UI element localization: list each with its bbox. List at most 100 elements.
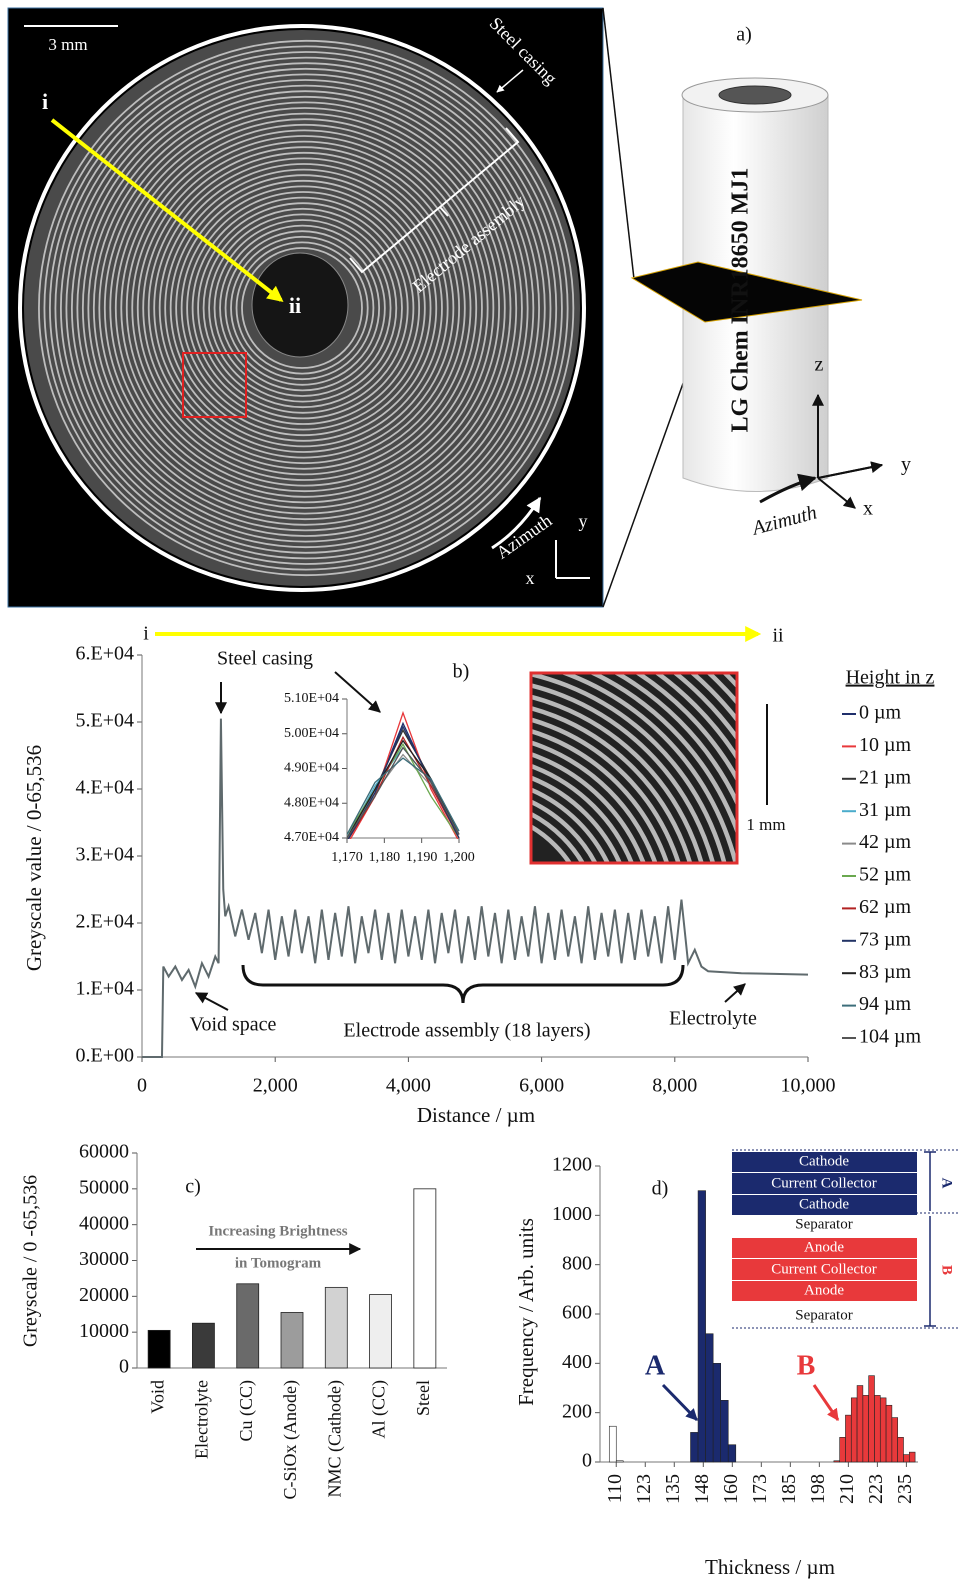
electrode-ring <box>208 213 398 403</box>
layer-schematic: Cathode Current Collector Cathode Separa… <box>732 1149 958 1329</box>
panel-label: c) <box>185 1176 201 1198</box>
electrode-ring <box>49 51 563 565</box>
legend-label: 83 µm <box>859 961 912 983</box>
x-tick-label: 1,170 <box>331 850 363 865</box>
annotation: Void space <box>190 1014 277 1036</box>
profile-end: ii <box>289 293 301 318</box>
layer <box>732 1195 917 1215</box>
legend-label: 0 µm <box>859 702 902 724</box>
y-tick-label: 5.10E+04 <box>284 691 339 706</box>
histogram-bar <box>885 1404 893 1463</box>
legend-label: 31 µm <box>859 799 912 821</box>
electrode-ring <box>92 95 518 521</box>
y-tick-label: 800 <box>562 1252 592 1274</box>
layer-label: Cathode <box>799 1196 849 1212</box>
electrode-ring <box>38 39 575 577</box>
x-tick-label: 2,000 <box>253 1075 298 1097</box>
x-tick-label: 1,200 <box>443 850 475 865</box>
y-tick-label: 30000 <box>79 1248 129 1270</box>
zoom-image <box>531 673 737 863</box>
histogram-bar <box>839 1437 846 1463</box>
electrode-bracket <box>349 127 520 274</box>
y-tick-label: 50000 <box>79 1176 129 1198</box>
series-label: A <box>645 1350 666 1381</box>
panel-label: b) <box>453 661 470 683</box>
electrode-ring <box>114 118 495 498</box>
layer-label: Anode <box>804 1282 844 1298</box>
layer <box>732 1281 917 1301</box>
electrode-ring <box>197 202 409 414</box>
legend-label: 21 µm <box>859 766 912 788</box>
histogram-bar <box>697 1190 706 1463</box>
x-tick-label: 185 <box>778 1474 800 1504</box>
electrode-ring <box>224 230 381 386</box>
x-tick-label: 110 <box>604 1474 626 1503</box>
axis-y-label: y <box>579 511 588 531</box>
y-axis-title: Frequency / Arb. units <box>514 1218 538 1406</box>
cell-axis-y-label: y <box>901 454 911 476</box>
electrode-ring <box>120 123 489 493</box>
zoom-region <box>182 352 247 418</box>
tomogram-frame <box>7 7 604 608</box>
x-tick-label: Al (CC) <box>369 1380 390 1439</box>
histogram-bar <box>908 1451 916 1463</box>
y-tick-label: 6.E+04 <box>76 643 135 665</box>
line <box>347 735 460 839</box>
x-tick-label: 8,000 <box>652 1075 697 1097</box>
y-axis-title: Greyscale / 0 -65,536 <box>20 1175 42 1347</box>
annotation: Steel casing <box>217 648 313 670</box>
electrode-ring <box>202 207 403 409</box>
zoom-frame <box>529 671 739 865</box>
annotation: in Tomogram <box>235 1255 322 1271</box>
electrode-ring <box>153 157 455 459</box>
cell-azimuth-label: Azimuth <box>748 502 819 541</box>
y-tick-label: 4.80E+04 <box>284 795 339 810</box>
azimuth-arrow <box>491 496 542 550</box>
electrode-ring <box>76 79 535 537</box>
histogram-bar <box>608 1425 617 1463</box>
y-tick-label: 10000 <box>79 1320 129 1342</box>
profile-end: ii <box>772 625 784 647</box>
x-tick-label: NMC (Cathode) <box>324 1380 345 1497</box>
histogram-bar <box>856 1385 864 1463</box>
layer-bracket <box>924 1151 936 1327</box>
electrode-ring <box>87 90 523 526</box>
histogram-bar <box>850 1397 858 1463</box>
histogram-bar <box>897 1437 904 1463</box>
histogram-bar <box>615 1460 624 1463</box>
histogram-bar <box>868 1375 875 1463</box>
y-axis-title: Greyscale value / 0-65,536 <box>22 745 46 971</box>
cell-axis-z-label: z <box>815 354 824 376</box>
line <box>347 746 460 839</box>
electrode-ring <box>158 163 449 453</box>
electrode-ring <box>59 62 552 554</box>
series-arrow <box>661 1383 699 1422</box>
electrode-ring <box>241 247 363 369</box>
x-tick-label: 4,000 <box>386 1075 431 1097</box>
histogram-bar <box>879 1397 887 1463</box>
legend-label: 62 µm <box>859 896 912 918</box>
y-tick-label: 4.90E+04 <box>284 761 339 776</box>
electrode-ring <box>147 151 461 465</box>
y-tick-label: 20000 <box>79 1284 129 1306</box>
bar <box>324 1286 348 1369</box>
electrode-ring <box>213 219 392 397</box>
electrode-ring <box>98 101 512 515</box>
x-axis-title: Thickness / µm <box>705 1555 835 1579</box>
y-tick-label: 1000 <box>552 1203 592 1225</box>
x-tick-label: 173 <box>749 1474 771 1504</box>
legend-label: 42 µm <box>859 831 912 853</box>
x-tick-label: 198 <box>807 1474 829 1504</box>
plot-area <box>142 718 809 1058</box>
x-tick-label: 148 <box>691 1474 713 1504</box>
legend-title: Height in z <box>846 667 935 689</box>
scale-bar-label: 1 mm <box>746 815 785 834</box>
y-tick-label: 600 <box>562 1302 592 1324</box>
layer-label: Anode <box>804 1239 844 1255</box>
x-tick-label: Steel <box>413 1380 433 1416</box>
tomogram <box>8 8 603 607</box>
electrode-ring <box>54 56 558 560</box>
cell-name: LG Chem INR18650 MJ1 <box>728 168 754 433</box>
layer-label: Current Collector <box>771 1175 876 1191</box>
